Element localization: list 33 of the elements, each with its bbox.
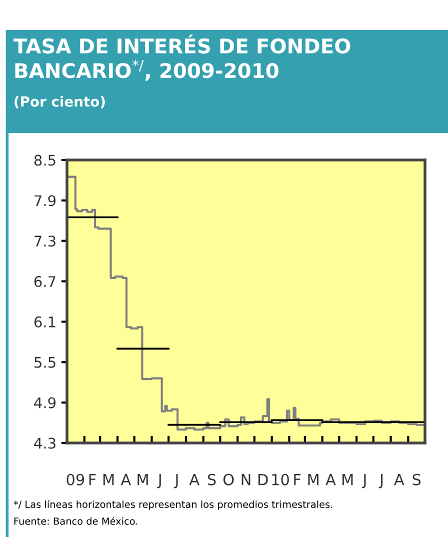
x-tick-label: N (242, 474, 250, 486)
x-tick-label: 09 (66, 474, 84, 486)
x-tick-label: O (223, 474, 234, 486)
x-tick-label: J (362, 474, 366, 488)
source-note: Fuente: Banco de México. (14, 516, 138, 525)
x-tick-label: M (308, 474, 318, 486)
x-tick-label: F (89, 474, 96, 486)
y-tick-label: 6.7 (34, 276, 56, 288)
y-tick-label: 7.9 (34, 195, 56, 206)
x-tick-label: M (103, 474, 114, 486)
x-tick-label: M (138, 474, 148, 486)
x-tick-label: F (294, 474, 301, 486)
x-tick-label: J (174, 474, 178, 488)
x-tick-label: D (258, 474, 268, 486)
chart-title: TASA DE INTERÉS DE FONDEO BANCARIO$^{*/}$, 2009-2010 (14, 34, 350, 81)
y-tick-label: 5.5 (34, 357, 56, 368)
y-tick-label: 6.1 (34, 316, 56, 328)
y-tick-label: 4.9 (34, 397, 56, 408)
text: */ Las líneas horizontales representan los promedios trimestrales. (14, 500, 332, 510)
y-tick-label: 4.3 (34, 438, 56, 449)
chart-subtitle: (Por ciento) (14, 96, 105, 108)
x-tick-label: A (189, 474, 200, 486)
x-tick-label: 10 (272, 474, 289, 486)
y-tick-label: 7.3 (34, 236, 56, 247)
x-tick-label: A (120, 474, 132, 486)
x-tick-label: A (394, 474, 404, 486)
y-tick-label: 8.5 (34, 154, 56, 166)
x-tick-label: J (378, 474, 383, 488)
x-tick-label: S (412, 474, 421, 486)
x-tick-label: S (208, 474, 216, 486)
x-tick-label: A (326, 474, 336, 486)
x-tick-label: M (342, 474, 353, 486)
x-tick-label: J (157, 474, 161, 488)
